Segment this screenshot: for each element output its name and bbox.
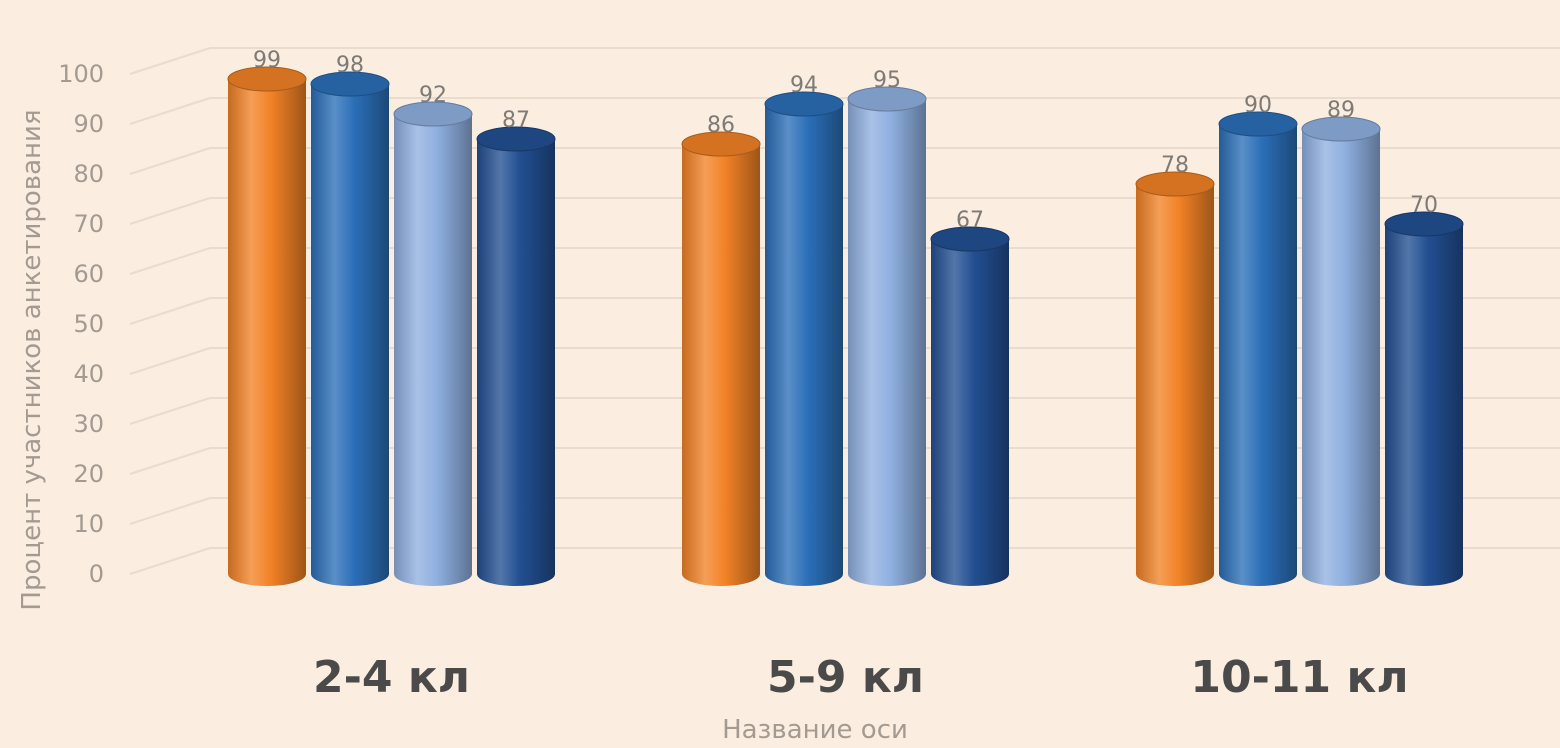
bar-top	[764, 91, 844, 117]
bar-top	[1301, 116, 1381, 142]
bar	[476, 126, 556, 586]
gridline-diagonal	[129, 547, 211, 575]
bar-top	[1384, 211, 1464, 237]
bar	[310, 71, 390, 586]
data-label: 89	[1327, 98, 1355, 123]
gridline-diagonal	[129, 197, 211, 225]
gridline-diagonal	[129, 447, 211, 475]
bar	[764, 91, 844, 586]
gridline-diagonal	[129, 397, 211, 425]
data-label: 92	[419, 83, 447, 108]
bar-top	[476, 126, 556, 152]
bar-top	[847, 86, 927, 112]
data-label: 99	[253, 48, 281, 73]
bar	[1135, 171, 1215, 586]
y-tick-label: 90	[73, 110, 104, 138]
bar-top	[310, 71, 390, 97]
bar-body	[1302, 129, 1380, 586]
bar-body	[311, 84, 389, 586]
y-tick-label: 0	[89, 560, 104, 588]
data-label: 86	[707, 113, 735, 138]
bar-top	[393, 101, 473, 127]
bar-top	[681, 131, 761, 157]
bar-body	[477, 139, 555, 586]
bar-body	[228, 79, 306, 586]
category-label: 10-11 кл	[1190, 652, 1408, 703]
bar	[681, 131, 761, 586]
data-label: 70	[1410, 193, 1438, 218]
y-tick-label: 10	[73, 510, 104, 538]
bar-body	[682, 144, 760, 586]
bar	[1218, 111, 1298, 586]
data-label: 94	[790, 73, 818, 98]
data-label: 87	[502, 108, 530, 133]
bar-top	[227, 66, 307, 92]
bar	[393, 101, 473, 586]
x-axis-title: Название оси	[722, 715, 908, 745]
bar	[227, 66, 307, 586]
y-tick-label: 100	[58, 60, 104, 88]
gridline-diagonal	[129, 97, 211, 125]
bar-body	[1219, 124, 1297, 586]
y-axis-title: Процент участников анкетирования	[17, 109, 47, 610]
bar-body	[1385, 224, 1463, 586]
y-tick-label: 30	[73, 410, 104, 438]
data-label: 90	[1244, 93, 1272, 118]
gridline-diagonal	[129, 497, 211, 525]
data-label: 95	[873, 68, 901, 93]
bar	[1301, 116, 1381, 586]
gridline-diagonal	[129, 247, 211, 275]
y-tick-label: 60	[73, 260, 104, 288]
bar-body	[848, 99, 926, 586]
bar-body	[931, 239, 1009, 586]
data-labels: 99 98 92 87 86 94 95 67 78 90 89 70	[253, 48, 1438, 233]
bar-body	[765, 104, 843, 586]
y-tick-label: 50	[73, 310, 104, 338]
bars	[227, 66, 1464, 586]
bar-body	[1136, 184, 1214, 586]
gridline-diagonal	[129, 147, 211, 175]
data-label: 78	[1161, 153, 1189, 178]
y-tick-label: 40	[73, 360, 104, 388]
category-label: 5-9 кл	[767, 652, 924, 703]
gridline-diagonal	[129, 347, 211, 375]
y-tick-label: 80	[73, 160, 104, 188]
data-label: 98	[336, 53, 364, 78]
y-tick-label: 70	[73, 210, 104, 238]
bar	[1384, 211, 1464, 586]
data-label: 67	[956, 208, 984, 233]
bar-top	[1218, 111, 1298, 137]
y-axis-ticks: 0 10 20 30 40 50 60 70 80 90 100	[58, 60, 104, 588]
bar-top	[930, 226, 1010, 252]
category-label: 2-4 кл	[313, 652, 470, 703]
bar-top	[1135, 171, 1215, 197]
bar	[847, 86, 927, 586]
x-axis-categories: 2-4 кл 5-9 кл 10-11 кл	[313, 652, 1409, 703]
gridline-diagonal	[129, 47, 211, 75]
y-tick-label: 20	[73, 460, 104, 488]
bar	[930, 226, 1010, 586]
gridline-diagonal	[129, 297, 211, 325]
bar-body	[394, 114, 472, 586]
